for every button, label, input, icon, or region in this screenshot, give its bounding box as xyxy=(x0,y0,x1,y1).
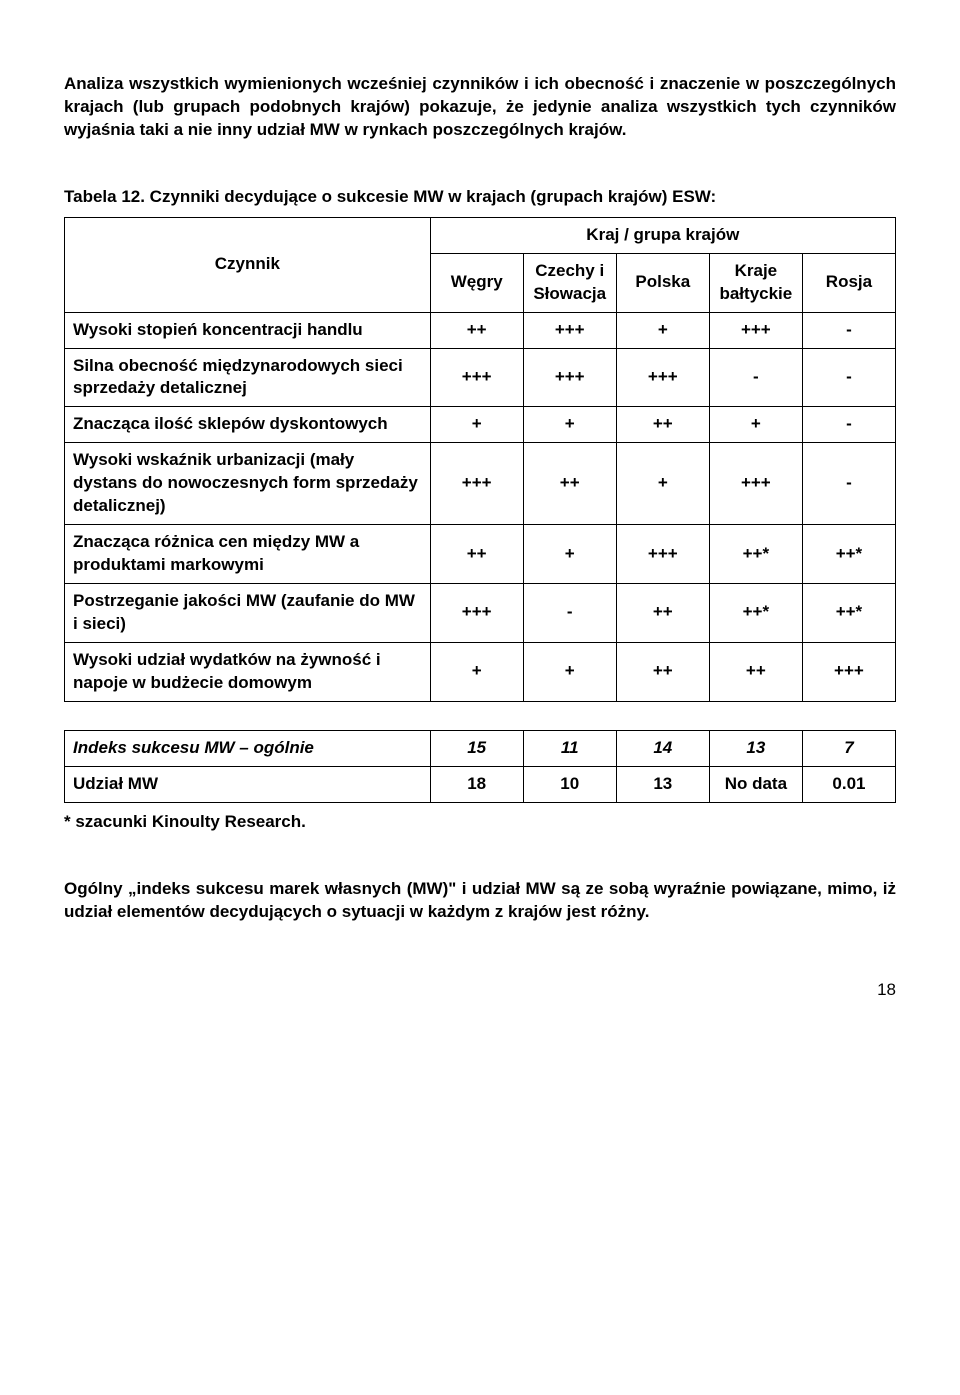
value-cell: ++ xyxy=(709,642,802,701)
value-cell: +++ xyxy=(616,525,709,584)
header-col-1: Czechy i Słowacja xyxy=(523,253,616,312)
value-cell: ++* xyxy=(709,584,802,643)
table-caption: Tabela 12. Czynniki decydujące o sukcesi… xyxy=(64,186,896,209)
summary-factor-cell: Indeks sukcesu MW – ogólnie xyxy=(65,730,431,766)
table-row: Udział MW181013No data0.01 xyxy=(65,766,896,802)
value-cell: ++ xyxy=(616,642,709,701)
value-cell: ++* xyxy=(709,525,802,584)
value-cell: ++ xyxy=(430,525,523,584)
value-cell: + xyxy=(709,407,802,443)
value-cell: +++ xyxy=(523,312,616,348)
factor-cell: Znacząca różnica cen między MW a produkt… xyxy=(65,525,431,584)
table-row: Znacząca różnica cen między MW a produkt… xyxy=(65,525,896,584)
table-header-row-1: Czynnik Kraj / grupa krajów xyxy=(65,217,896,253)
header-col-3: Kraje bałtyckie xyxy=(709,253,802,312)
value-cell: ++* xyxy=(802,525,895,584)
value-cell: +++ xyxy=(709,312,802,348)
factor-cell: Wysoki udział wydatków na żywność i napo… xyxy=(65,642,431,701)
summary-value-cell: 13 xyxy=(616,766,709,802)
value-cell: + xyxy=(523,642,616,701)
summary-table: Indeks sukcesu MW – ogólnie151114137Udzi… xyxy=(64,730,896,803)
summary-factor-cell: Udział MW xyxy=(65,766,431,802)
header-col-2: Polska xyxy=(616,253,709,312)
table-row: Wysoki udział wydatków na żywność i napo… xyxy=(65,642,896,701)
table-row: Indeks sukcesu MW – ogólnie151114137 xyxy=(65,730,896,766)
header-col-0: Węgry xyxy=(430,253,523,312)
summary-value-cell: 7 xyxy=(802,730,895,766)
summary-value-cell: 14 xyxy=(616,730,709,766)
summary-value-cell: 11 xyxy=(523,730,616,766)
factor-cell: Postrzeganie jakości MW (zaufanie do MW … xyxy=(65,584,431,643)
table-row: Wysoki stopień koncentracji handlu++++++… xyxy=(65,312,896,348)
value-cell: + xyxy=(430,642,523,701)
value-cell: +++ xyxy=(430,348,523,407)
closing-paragraph: Ogólny „indeks sukcesu marek własnych (M… xyxy=(64,878,896,924)
summary-value-cell: 10 xyxy=(523,766,616,802)
footnote: * szacunki Kinoulty Research. xyxy=(64,811,896,834)
header-factor: Czynnik xyxy=(65,217,431,312)
table-row: Znacząca ilość sklepów dyskontowych+++++… xyxy=(65,407,896,443)
value-cell: - xyxy=(802,312,895,348)
value-cell: +++ xyxy=(430,584,523,643)
value-cell: ++ xyxy=(430,312,523,348)
value-cell: - xyxy=(802,348,895,407)
value-cell: ++ xyxy=(616,584,709,643)
intro-paragraph: Analiza wszystkich wymienionych wcześnie… xyxy=(64,73,896,142)
value-cell: ++* xyxy=(802,584,895,643)
factors-table: Czynnik Kraj / grupa krajów Węgry Czechy… xyxy=(64,217,896,702)
value-cell: +++ xyxy=(616,348,709,407)
value-cell: ++ xyxy=(523,443,616,525)
value-cell: + xyxy=(523,407,616,443)
factor-cell: Znacząca ilość sklepów dyskontowych xyxy=(65,407,431,443)
factor-cell: Wysoki wskaźnik urbanizacji (mały dystan… xyxy=(65,443,431,525)
header-country-group: Kraj / grupa krajów xyxy=(430,217,895,253)
value-cell: +++ xyxy=(430,443,523,525)
summary-value-cell: No data xyxy=(709,766,802,802)
header-col-4: Rosja xyxy=(802,253,895,312)
summary-value-cell: 15 xyxy=(430,730,523,766)
value-cell: + xyxy=(523,525,616,584)
page-number: 18 xyxy=(64,979,896,1002)
value-cell: +++ xyxy=(709,443,802,525)
summary-value-cell: 18 xyxy=(430,766,523,802)
value-cell: - xyxy=(709,348,802,407)
table-row: Wysoki wskaźnik urbanizacji (mały dystan… xyxy=(65,443,896,525)
factor-cell: Wysoki stopień koncentracji handlu xyxy=(65,312,431,348)
value-cell: - xyxy=(523,584,616,643)
value-cell: ++ xyxy=(616,407,709,443)
value-cell: +++ xyxy=(802,642,895,701)
value-cell: - xyxy=(802,443,895,525)
table-row: Postrzeganie jakości MW (zaufanie do MW … xyxy=(65,584,896,643)
value-cell: +++ xyxy=(523,348,616,407)
value-cell: + xyxy=(616,443,709,525)
summary-value-cell: 0.01 xyxy=(802,766,895,802)
factor-cell: Silna obecność międzynarodowych sieci sp… xyxy=(65,348,431,407)
summary-value-cell: 13 xyxy=(709,730,802,766)
table-row: Silna obecność międzynarodowych sieci sp… xyxy=(65,348,896,407)
value-cell: + xyxy=(616,312,709,348)
value-cell: - xyxy=(802,407,895,443)
value-cell: + xyxy=(430,407,523,443)
